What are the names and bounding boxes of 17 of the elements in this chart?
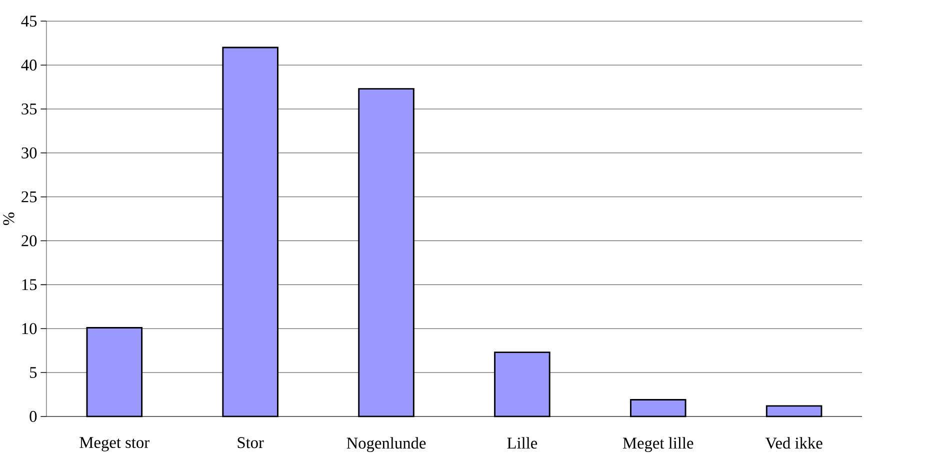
y-axis-title: % bbox=[3, 212, 14, 226]
x-tick-label: Meget stor bbox=[80, 437, 150, 452]
x-tick-label: Stor bbox=[238, 437, 264, 448]
x-tick-label: Meget lille bbox=[622, 437, 694, 452]
y-tick-label: 5 bbox=[30, 367, 37, 378]
y-tick-label: 25 bbox=[22, 191, 37, 202]
y-tick-label: 45 bbox=[21, 16, 37, 27]
y-tick-label: 10 bbox=[22, 323, 37, 334]
y-tick-label: 35 bbox=[22, 104, 37, 115]
x-tick-label: Nogenlunde bbox=[346, 437, 426, 452]
y-tick-label: 40 bbox=[21, 60, 37, 71]
y-tick-label: 15 bbox=[22, 279, 37, 290]
x-tick-label: Ved ikke bbox=[765, 437, 822, 449]
y-tick-label: 0 bbox=[30, 411, 37, 422]
x-tick-label: Lille bbox=[507, 437, 538, 449]
y-tick-label: 20 bbox=[22, 235, 37, 246]
y-tick-label: 30 bbox=[22, 147, 37, 159]
